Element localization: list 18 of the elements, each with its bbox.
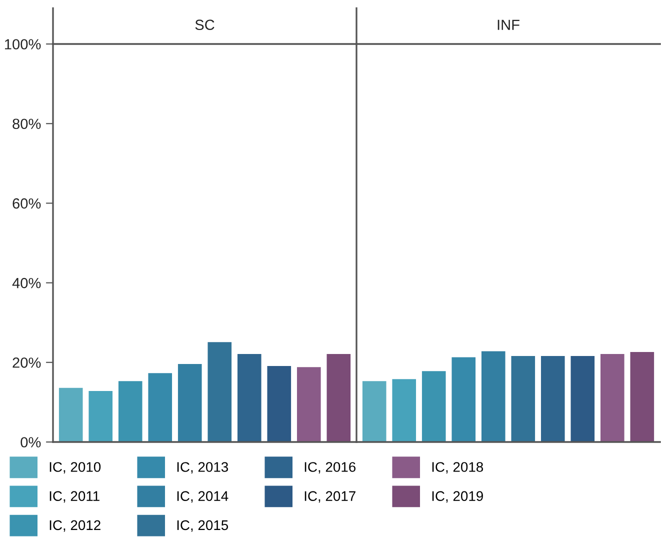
x-tick-label: SC (195, 20, 214, 30)
y-tick-label: 80% (12, 118, 41, 130)
y-tick-label: 40% (12, 278, 41, 288)
x-tick-label: INF (498, 20, 520, 30)
legend-label: IC, 2015 (177, 520, 228, 532)
y-tick-label: 20% (12, 358, 41, 368)
y-tick-label: 60% (12, 198, 41, 209)
y-tick-label: 0% (20, 437, 41, 448)
y-tick-label: 100% (5, 39, 41, 50)
legend-label: IC, 2018 (432, 462, 484, 474)
legend-label: IC, 2012 (50, 520, 100, 532)
legend-label: IC, 2016 (304, 462, 356, 474)
legend-label: IC, 2019 (432, 491, 483, 503)
legend-label: IC, 2017 (304, 491, 356, 503)
legend-label: IC, 2011 (50, 491, 100, 503)
legend-label: IC, 2014 (177, 491, 228, 503)
legend-label: IC, 2013 (177, 462, 228, 474)
legend-label: IC, 2010 (50, 462, 101, 474)
